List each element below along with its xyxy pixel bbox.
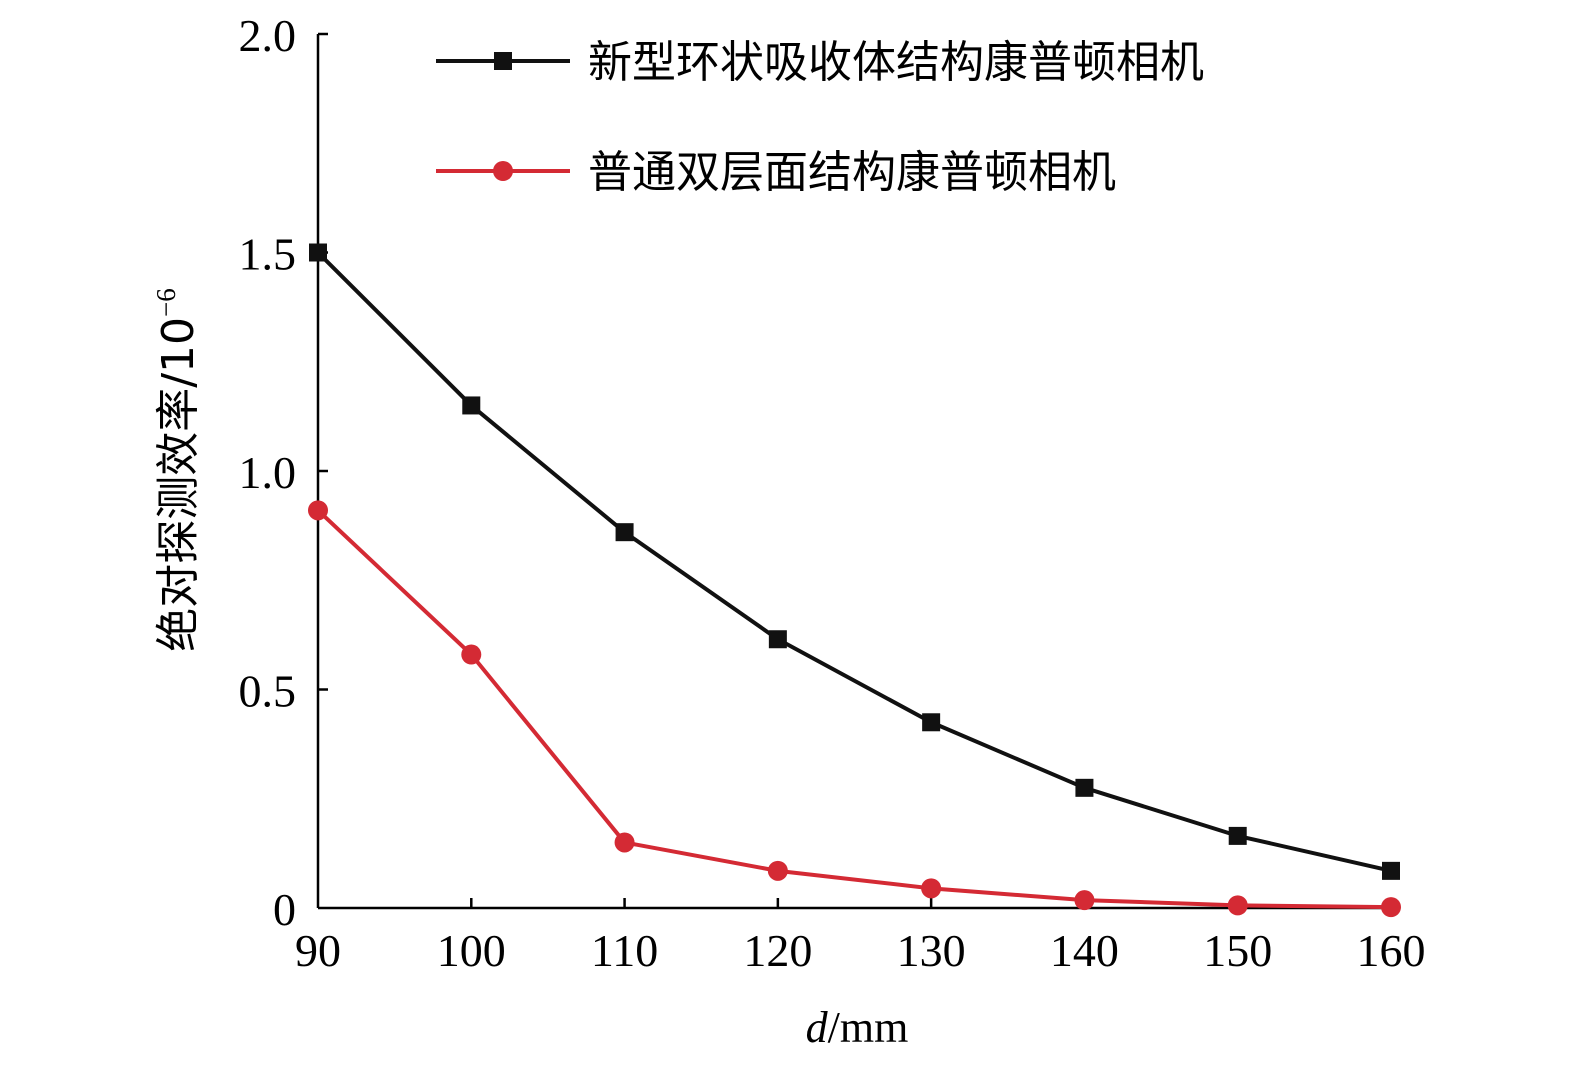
y-axis-label: 绝对探测效率/10−6 <box>151 288 204 652</box>
x-tick-label: 120 <box>743 925 812 976</box>
data-point-circle <box>1227 895 1248 916</box>
data-point-square <box>1228 826 1247 845</box>
x-tick-label: 160 <box>1357 925 1426 976</box>
data-point-circle <box>1381 897 1401 918</box>
legend-label: 新型环状吸收体结构康普顿相机 <box>588 37 1204 88</box>
data-point-square <box>309 243 327 262</box>
x-axis-label-variable: d <box>806 1003 829 1052</box>
data-point-square <box>1075 778 1094 797</box>
y-tick-label: 0 <box>273 884 296 935</box>
data-point-circle <box>614 832 635 853</box>
x-tick-label: 150 <box>1203 925 1272 976</box>
y-tick-label: 1.5 <box>239 229 297 280</box>
data-point-square <box>1382 861 1400 880</box>
data-point-square <box>768 630 787 649</box>
x-tick-label: 110 <box>591 925 658 976</box>
x-tick-label: 100 <box>437 925 506 976</box>
y-axis-ticks: 0 0.5 1.0 1.5 2.0 <box>239 10 328 935</box>
y-axis-label-text: 绝对探测效率/10 <box>153 317 204 652</box>
x-tick-label: 140 <box>1050 925 1119 976</box>
series-line <box>316 508 1392 910</box>
x-axis-label-unit: /mm <box>828 1003 909 1052</box>
data-point-circle <box>921 878 942 899</box>
y-tick-label: 2.0 <box>239 10 297 61</box>
x-axis-label: d/mm <box>806 1003 909 1052</box>
x-tick-label: 130 <box>897 925 966 976</box>
series-double-plane <box>308 500 1401 918</box>
data-point-circle <box>1074 890 1095 911</box>
y-tick-label: 1.0 <box>239 447 297 498</box>
x-axis-ticks: 90 100 110 120 130 140 150 160 <box>295 898 1426 976</box>
legend-label: 普通双层面结构康普顿相机 <box>588 147 1116 198</box>
legend-square-marker <box>494 52 512 70</box>
legend: 新型环状吸收体结构康普顿相机 普通双层面结构康普顿相机 <box>436 37 1204 198</box>
data-point-circle <box>767 860 788 881</box>
y-tick-label: 0.5 <box>239 666 297 717</box>
series-new-ring-absorber <box>309 243 1400 880</box>
y-axis-label-exponent: −6 <box>151 288 181 317</box>
series-line <box>316 251 1392 873</box>
data-point-circle <box>308 500 328 521</box>
data-point-square <box>462 396 481 415</box>
series-layer <box>308 243 1401 918</box>
legend-item-double-plane: 普通双层面结构康普顿相机 <box>436 147 1116 198</box>
data-point-square <box>615 523 634 542</box>
legend-circle-marker <box>493 161 513 181</box>
data-point-circle <box>461 644 482 665</box>
legend-item-new-ring-absorber: 新型环状吸收体结构康普顿相机 <box>436 37 1204 88</box>
data-point-square <box>922 713 941 732</box>
x-tick-label: 90 <box>295 925 341 976</box>
